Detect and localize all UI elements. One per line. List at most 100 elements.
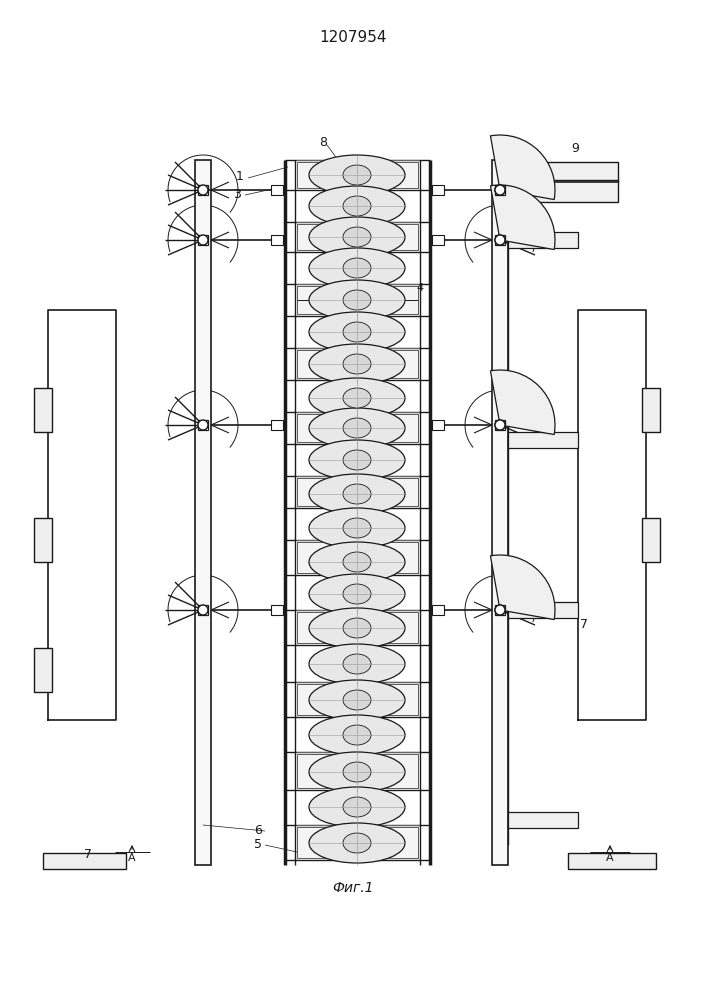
Ellipse shape <box>343 196 371 216</box>
Bar <box>297 542 354 573</box>
Ellipse shape <box>309 608 405 648</box>
Bar <box>198 605 208 615</box>
Text: A: A <box>128 853 136 863</box>
Ellipse shape <box>309 508 405 548</box>
Ellipse shape <box>343 552 371 572</box>
Wedge shape <box>491 370 555 435</box>
Bar <box>495 235 505 245</box>
Text: 7: 7 <box>580 618 588 632</box>
Ellipse shape <box>343 584 371 604</box>
Text: A: A <box>606 853 614 863</box>
Bar <box>271 185 283 195</box>
Bar <box>495 420 505 430</box>
Ellipse shape <box>309 440 405 480</box>
Ellipse shape <box>198 185 208 195</box>
Bar <box>297 478 354 506</box>
Bar <box>508 162 618 182</box>
Ellipse shape <box>495 420 505 430</box>
Wedge shape <box>491 185 555 250</box>
Ellipse shape <box>309 155 405 195</box>
Ellipse shape <box>198 605 208 615</box>
Bar <box>297 286 354 314</box>
Ellipse shape <box>343 227 371 247</box>
Bar <box>198 185 208 195</box>
Ellipse shape <box>309 378 405 418</box>
Ellipse shape <box>309 312 405 352</box>
Bar <box>642 518 660 562</box>
Text: 9: 9 <box>571 141 579 154</box>
Text: 4: 4 <box>416 283 423 293</box>
Bar <box>495 605 505 615</box>
Bar <box>360 754 418 788</box>
Bar <box>492 160 508 865</box>
Ellipse shape <box>309 752 405 792</box>
Bar <box>508 432 578 448</box>
Ellipse shape <box>309 344 405 384</box>
Ellipse shape <box>309 474 405 514</box>
Bar <box>271 420 283 430</box>
Bar <box>360 162 418 188</box>
Ellipse shape <box>495 235 505 245</box>
Ellipse shape <box>343 418 371 438</box>
Ellipse shape <box>495 420 505 430</box>
Bar <box>508 232 578 248</box>
Bar <box>34 518 52 562</box>
Bar <box>271 235 283 245</box>
Bar <box>271 605 283 615</box>
Bar <box>360 286 418 314</box>
Ellipse shape <box>309 787 405 827</box>
Ellipse shape <box>495 185 505 195</box>
Bar <box>297 684 354 715</box>
Bar <box>297 224 354 250</box>
Ellipse shape <box>343 725 371 745</box>
Ellipse shape <box>309 542 405 582</box>
Bar <box>360 684 418 715</box>
Text: 5: 5 <box>254 838 262 852</box>
Ellipse shape <box>343 654 371 674</box>
Bar <box>360 612 418 643</box>
Bar <box>198 420 208 430</box>
Ellipse shape <box>343 165 371 185</box>
Ellipse shape <box>343 833 371 853</box>
Ellipse shape <box>309 680 405 720</box>
Bar <box>360 542 418 573</box>
Ellipse shape <box>343 484 371 504</box>
Ellipse shape <box>343 354 371 374</box>
Ellipse shape <box>343 690 371 710</box>
Ellipse shape <box>343 797 371 817</box>
Bar <box>360 350 418 378</box>
Bar <box>297 350 354 378</box>
Ellipse shape <box>495 235 505 245</box>
Bar <box>568 853 656 869</box>
Bar <box>360 827 418 858</box>
Bar <box>495 185 505 195</box>
Text: 1207954: 1207954 <box>320 29 387 44</box>
Ellipse shape <box>309 715 405 755</box>
Bar <box>642 388 660 432</box>
Bar <box>297 612 354 643</box>
Ellipse shape <box>309 217 405 257</box>
Bar <box>360 414 418 442</box>
Bar <box>432 185 444 195</box>
Ellipse shape <box>343 450 371 470</box>
Text: 1: 1 <box>236 170 244 184</box>
Ellipse shape <box>309 644 405 684</box>
Bar <box>508 812 578 828</box>
Ellipse shape <box>309 574 405 614</box>
Ellipse shape <box>343 290 371 310</box>
Bar <box>508 180 618 202</box>
Bar <box>297 414 354 442</box>
Ellipse shape <box>309 823 405 863</box>
Bar <box>34 648 52 692</box>
Bar <box>360 224 418 250</box>
Ellipse shape <box>198 420 208 430</box>
Ellipse shape <box>343 518 371 538</box>
Wedge shape <box>491 135 555 200</box>
Ellipse shape <box>343 388 371 408</box>
Text: 8: 8 <box>319 135 327 148</box>
Wedge shape <box>491 555 555 620</box>
Text: Фиг.1: Фиг.1 <box>332 881 374 895</box>
Ellipse shape <box>198 235 208 245</box>
Bar <box>34 388 52 432</box>
Text: 7: 7 <box>84 848 92 861</box>
